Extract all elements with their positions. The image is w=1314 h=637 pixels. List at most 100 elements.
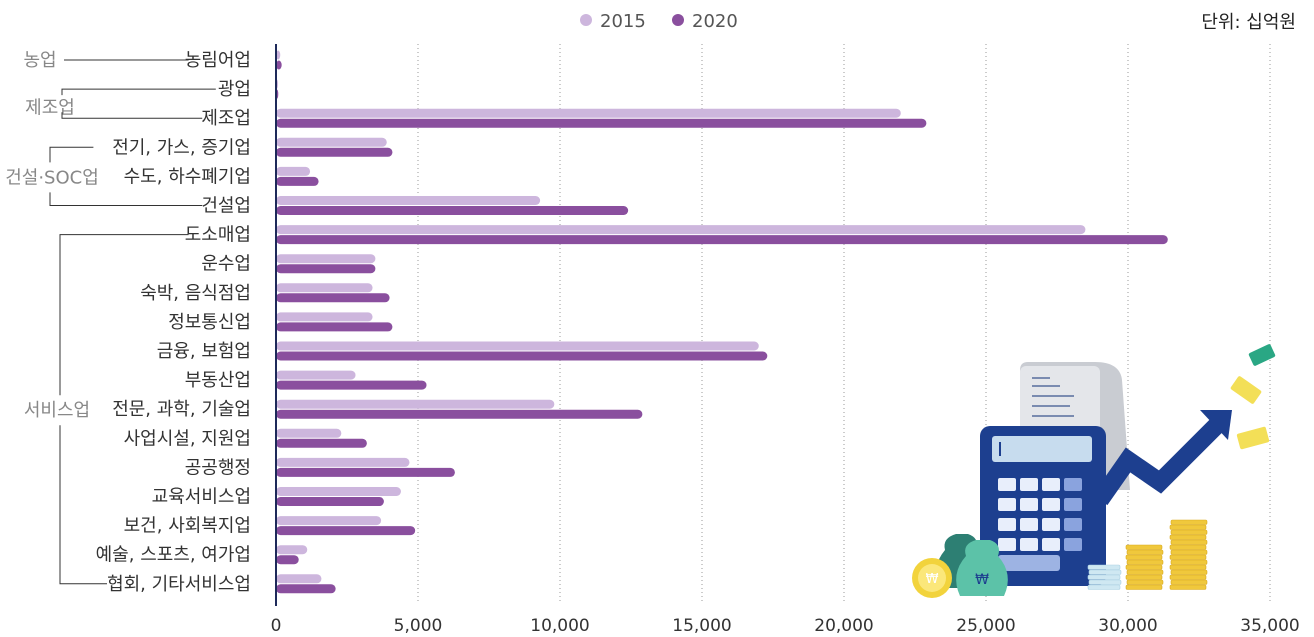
group-connector (61, 112, 203, 119)
x-tick-label: 25,000 (956, 616, 1015, 636)
x-tick-label: 10,000 (530, 616, 589, 636)
coin (1125, 544, 1163, 550)
bar-2015 (276, 545, 308, 555)
coin (1087, 574, 1121, 580)
coin (1169, 554, 1207, 560)
bar-2015 (276, 50, 281, 60)
calculator-wide-key (998, 555, 1060, 571)
bar-2020 (276, 60, 282, 70)
bar-2015 (276, 487, 401, 496)
group-connector (49, 192, 203, 206)
x-tick-label: 0 (271, 616, 282, 636)
group-label: 건설·SOC업 (5, 167, 99, 188)
coin (1170, 519, 1208, 525)
bar-2015 (276, 225, 1086, 235)
category-label: 수도, 하수폐기업 (124, 166, 251, 187)
bar-2020 (276, 584, 336, 594)
legend: 2015 2020 (580, 11, 738, 32)
category-label: 예술, 스포츠, 여가업 (96, 545, 251, 566)
calculator-key (1042, 478, 1060, 491)
bar-2020 (276, 264, 376, 274)
coin (1169, 544, 1207, 550)
svg-text:₩: ₩ (975, 572, 989, 588)
bar-2015 (276, 137, 387, 147)
bar-2020 (276, 235, 1168, 245)
coin (1087, 564, 1121, 570)
calculator-key (1042, 498, 1060, 511)
bar-2015 (276, 166, 311, 176)
legend-marker (580, 14, 592, 26)
calculator-key (1064, 538, 1082, 551)
coin (1126, 549, 1164, 555)
calculator-key (998, 538, 1016, 551)
bar-2015 (276, 312, 373, 322)
coin-stacks-icon (1087, 519, 1208, 590)
axes: 0 5,000 10,000 15,000 20,000 25,000 30,000 35,0… (271, 44, 1300, 636)
category-label: 전문, 과학, 기술업 (112, 399, 251, 420)
coin-icon: ₩ (912, 558, 952, 598)
category-label: 전기, 가스, 증기업 (112, 137, 251, 158)
calculator-key (1042, 538, 1060, 551)
category-label: 제조업 (201, 108, 251, 129)
group-label: 제조업 (25, 98, 75, 119)
x-tick-label: 30,000 (1098, 616, 1157, 636)
calculator-key (1020, 478, 1038, 491)
coin (1170, 549, 1208, 555)
coin (1126, 569, 1164, 575)
coin (1125, 584, 1163, 590)
calculator-key (1064, 498, 1082, 511)
calculator-keys (998, 478, 1082, 551)
coin (1169, 564, 1207, 570)
bar-2015 (276, 370, 356, 380)
bar-2015 (276, 516, 382, 526)
coin (1170, 529, 1208, 535)
bar-2015 (276, 428, 342, 438)
category-label: 협회, 기타서비스업 (107, 574, 251, 595)
group-connector (59, 234, 189, 396)
coin (1169, 584, 1207, 590)
x-tick-label: 35,000 (1240, 616, 1299, 636)
legend-marker (672, 14, 684, 26)
coin (1169, 534, 1207, 540)
coin (1170, 579, 1208, 585)
category-label: 광업 (218, 79, 251, 100)
bar-2015 (276, 254, 376, 264)
calculator-key (1020, 518, 1038, 531)
coin (1088, 579, 1122, 585)
legend-label: 2020 (692, 11, 738, 32)
bars (276, 50, 1168, 594)
bar-2020 (276, 206, 629, 215)
x-tick-label: 20,000 (814, 616, 873, 636)
bar-2020 (276, 351, 768, 361)
x-tick-label: 15,000 (672, 616, 731, 636)
bar-2020 (276, 380, 427, 390)
category-label: 농림어업 (185, 50, 251, 71)
category-label: 도소매업 (185, 225, 251, 246)
category-label: 건설업 (201, 196, 251, 217)
bar-2015 (276, 574, 322, 584)
money-bag-icon: ₩ (936, 534, 1008, 596)
bar-2020 (276, 118, 927, 128)
bar-2015 (276, 196, 541, 205)
group-label: 서비스업 (24, 400, 90, 421)
coin (1126, 559, 1164, 565)
calculator-key (1064, 518, 1082, 531)
x-tick-label: 5,000 (394, 616, 443, 636)
calculator-key (1020, 538, 1038, 551)
coin (1170, 539, 1208, 545)
coin (1126, 579, 1164, 585)
grid-lines (417, 44, 1271, 604)
bar-2020 (276, 438, 367, 448)
bar-2015 (276, 399, 555, 409)
bar-2020 (276, 409, 643, 419)
coin (1087, 584, 1121, 590)
bar-2020 (276, 293, 390, 303)
legend-label: 2015 (600, 11, 646, 32)
svg-text:₩: ₩ (926, 572, 939, 587)
calculator-key (1064, 478, 1082, 491)
coin (1169, 524, 1207, 530)
bar-2020 (276, 497, 384, 506)
calculator-key (998, 478, 1016, 491)
